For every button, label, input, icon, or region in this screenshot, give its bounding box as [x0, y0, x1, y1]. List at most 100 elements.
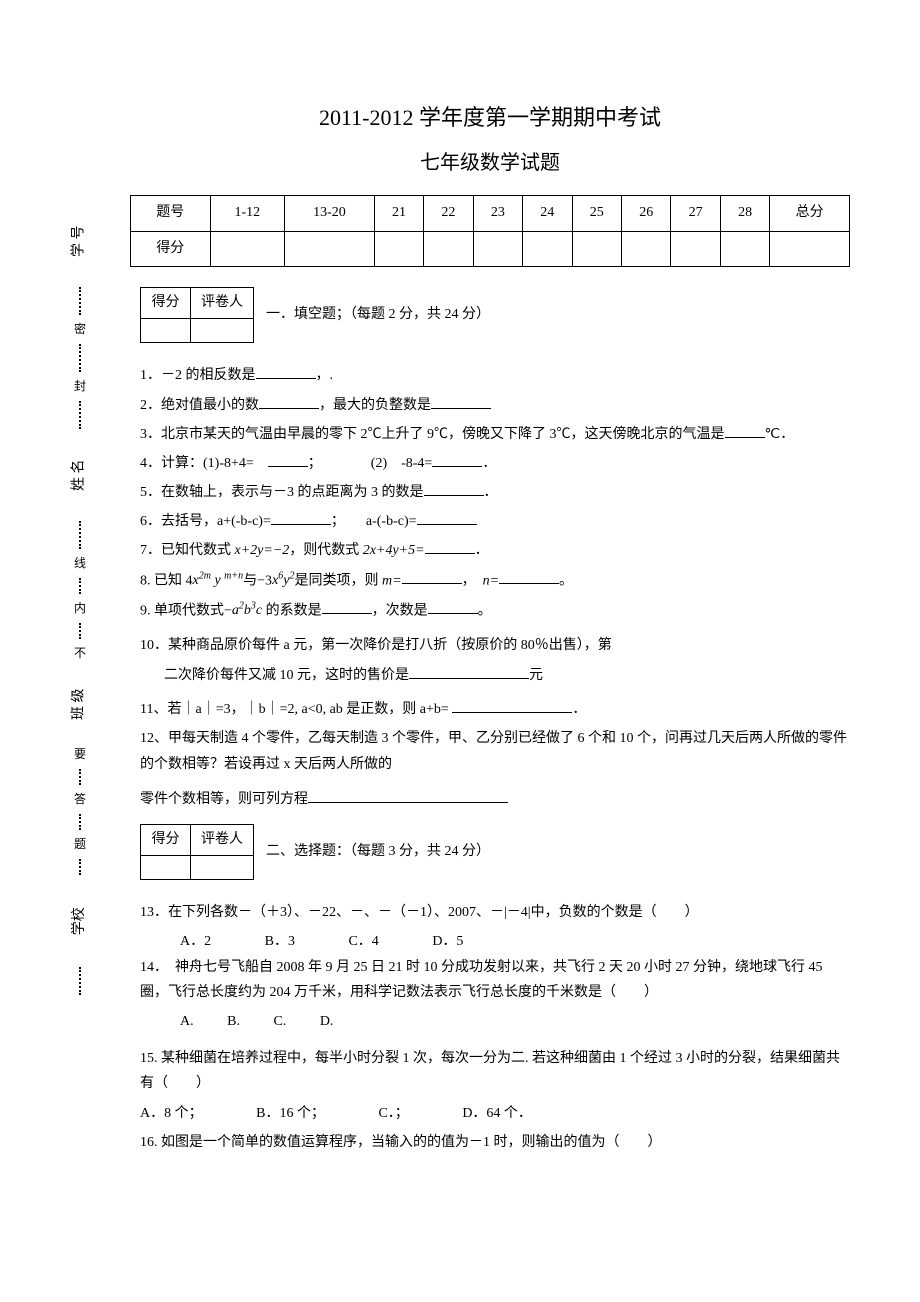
question-2: 2．绝对值最小的数，最大的负整数是	[140, 393, 850, 418]
q4-text: 4．计算：(1)-8+4=	[140, 456, 254, 471]
question-5: 5．在数轴上，表示与－3 的点距离为 3 的数是 ．	[140, 480, 850, 505]
cell-empty	[671, 231, 720, 266]
question-11: 11、若｜a｜=3，｜b｜=2, a<0, ab 是正数，则 a+b= ．	[140, 697, 850, 722]
question-14-options: A. B. C. D.	[180, 1009, 850, 1034]
q6-part2: a-(-b-c)=	[366, 514, 417, 529]
q1-end: ，.	[316, 368, 334, 383]
q10-end: 元	[529, 668, 543, 683]
blank	[268, 453, 308, 467]
question-15: 15. 某种细菌在培养过程中，每半小时分裂 1 次，每次一分为二. 若这种细菌由…	[140, 1046, 850, 1096]
cell-grader: 评卷人	[191, 287, 254, 318]
opt-c: C．；	[378, 1101, 408, 1126]
blank	[432, 453, 482, 467]
cell-empty	[770, 231, 850, 266]
question-4: 4．计算：(1)-8+4= ； (2) -8-4=．	[140, 451, 850, 476]
blank	[322, 600, 372, 614]
table-row: 得分	[131, 231, 850, 266]
blank	[256, 365, 316, 379]
side-label-xuexiao: 学校	[69, 907, 91, 935]
question-14: 14． 神舟七号飞船自 2008 年 9 月 25 日 21 时 10 分成功发…	[140, 955, 850, 1005]
opt-b: B．16 个；	[256, 1101, 325, 1126]
q16-text: 16. 如图是一个简单的数值运算程序，当输入的的值为－1 时，则输出的值为（ ）	[140, 1135, 662, 1150]
opt-c: C．4	[348, 929, 378, 954]
side-char-xian: 线	[74, 554, 86, 573]
q8-mid1: 与−3	[243, 573, 272, 588]
cell-empty	[374, 231, 423, 266]
question-13: 13．在下列各数－（＋3）、－22、－、－（－1）、2007、－|－4|中，负数…	[140, 900, 850, 925]
side-label-xuehao: 学 号	[69, 225, 91, 257]
q8-sep: ，	[462, 573, 469, 588]
q8-end: 。	[559, 573, 573, 588]
opt-d: D.	[320, 1009, 334, 1034]
blank	[725, 424, 765, 438]
side-char-bu: 不	[74, 644, 86, 663]
section2-title: 二、选择题：（每题 3 分，共 24 分）	[266, 841, 490, 863]
binding-margin: 学 号 密 封 姓 名 线 内 不 班 级 要 答 题 学校	[30, 200, 130, 1000]
q10-text: 10．某种商品原价每件 a 元，第一次降价是打八折（按原价的 80％出售），第	[140, 638, 612, 653]
blank	[424, 482, 484, 496]
q5-end: ．	[484, 485, 498, 500]
q4-mid: ；	[308, 456, 315, 471]
blank	[409, 665, 529, 679]
cell-col: 24	[523, 196, 572, 231]
q3-end: ℃．	[765, 427, 795, 442]
q8-m: m=	[382, 573, 402, 588]
side-label-xingming: 姓 名	[69, 459, 91, 491]
cell-empty	[210, 231, 285, 266]
q7-expr1: x+2y=−2	[235, 543, 290, 558]
dotted-line	[79, 623, 81, 639]
question-10: 10．某种商品原价每件 a 元，第一次降价是打八折（按原价的 80％出售），第	[140, 633, 850, 658]
grader-table: 得分 评卷人	[140, 287, 254, 343]
section1-title: 一．填空题；（每题 2 分，共 24 分）	[266, 304, 490, 326]
cell-col: 27	[671, 196, 720, 231]
question-15-options: A．8 个； B．16 个； C．； D．64 个．	[140, 1101, 850, 1126]
q8-expr2: x6y2	[272, 573, 294, 588]
blank	[499, 570, 559, 584]
question-10-line2: 二次降价每件又减 10 元，这时的售价是元	[164, 663, 850, 690]
opt-d: D．5	[432, 929, 463, 954]
blank	[428, 600, 478, 614]
cell-col: 25	[572, 196, 621, 231]
q3-text: 3．北京市某天的气温由早晨的零下 2℃上升了 9℃，傍晚又下降了 3℃，这天傍晚…	[140, 427, 725, 442]
page-subtitle: 七年级数学试题	[130, 147, 850, 179]
page-title: 2011-2012 学年度第一学期期中考试	[130, 100, 850, 135]
dotted-line	[79, 521, 81, 549]
blank	[308, 789, 508, 803]
q7-expr2: 2x+4y+5=	[363, 543, 425, 558]
question-13-options: A．2 B．3 C．4 D．5	[180, 929, 850, 954]
q6-text: 6．去括号，a+(-b-c)=	[140, 514, 271, 529]
blank	[417, 511, 477, 525]
cell-empty	[191, 856, 254, 880]
question-3: 3．北京市某天的气温由早晨的零下 2℃上升了 9℃，傍晚又下降了 3℃，这天傍晚…	[140, 422, 850, 447]
cell-empty	[141, 319, 191, 343]
q9-end: 。	[478, 603, 492, 618]
q7-mid: ，则代数式	[289, 543, 363, 558]
q11-end: ．	[572, 702, 586, 717]
dotted-line	[79, 967, 81, 995]
q4-part2: (2) -8-4=	[371, 456, 433, 471]
cell-col: 26	[621, 196, 670, 231]
side-char-nei: 内	[74, 599, 86, 618]
q7-end: ．	[475, 543, 489, 558]
cell-empty	[424, 231, 473, 266]
cell-col: 21	[374, 196, 423, 231]
cell-grader: 评卷人	[191, 824, 254, 855]
table-row: 题号 1-12 13-20 21 22 23 24 25 26 27 28 总分	[131, 196, 850, 231]
cell-header-label: 题号	[131, 196, 211, 231]
cell-col: 23	[473, 196, 522, 231]
question-12: 12、甲每天制造 4 个零件，乙每天制造 3 个零件，甲、乙分别已经做了 6 个…	[140, 726, 850, 776]
dotted-line	[79, 344, 81, 372]
cell-col: 13-20	[285, 196, 375, 231]
cell-col: 22	[424, 196, 473, 231]
q5-text: 5．在数轴上，表示与－3 的点距离为 3 的数是	[140, 485, 424, 500]
question-7: 7．已知代数式 x+2y=−2，则代数式 2x+4y+5=．	[140, 538, 850, 563]
question-1: 1．－2 的相反数是，.	[140, 363, 850, 388]
cell-empty	[523, 231, 572, 266]
q9-mid1: 的系数是	[262, 603, 322, 618]
q11-text: 11、若｜a｜=3，｜b｜=2, a<0, ab 是正数，则 a+b=	[140, 702, 449, 717]
blank	[271, 511, 331, 525]
q15-text: 15. 某种细菌在培养过程中，每半小时分裂 1 次，每次一分为二. 若这种细菌由…	[140, 1051, 840, 1091]
q8-mid2: 是同类项，则	[295, 573, 383, 588]
side-char-ti: 题	[74, 835, 86, 854]
cell-empty	[473, 231, 522, 266]
